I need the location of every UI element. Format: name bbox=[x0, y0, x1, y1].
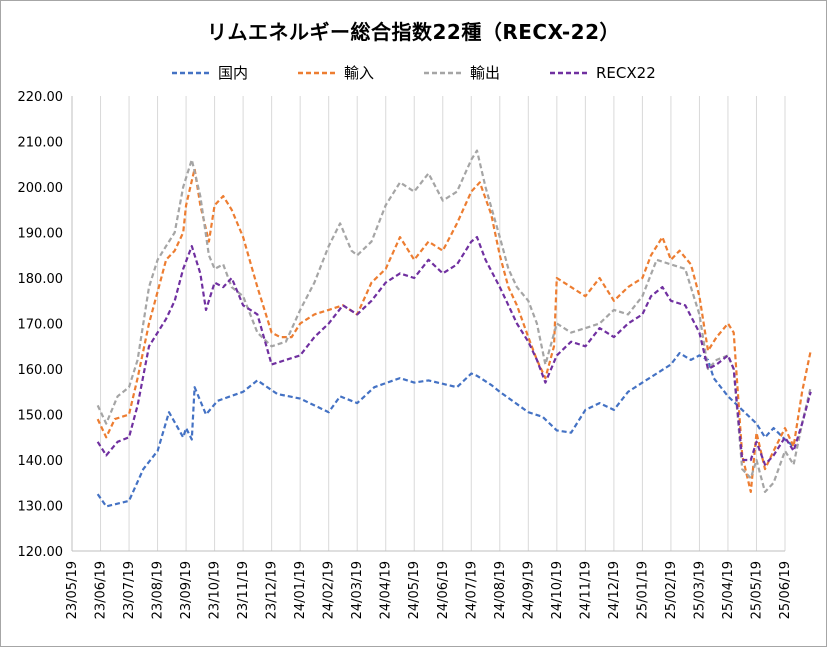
x-tick-label: 25/04/19 bbox=[721, 561, 736, 619]
x-tick-label: 25/06/19 bbox=[778, 561, 793, 619]
y-tick-label: 170.00 bbox=[18, 318, 64, 333]
y-tick-label: 120.00 bbox=[18, 545, 64, 560]
chart-title: リムエネルギー総合指数22種（RECX-22） bbox=[207, 20, 620, 44]
legend-label: 国内 bbox=[218, 64, 248, 82]
y-tick-label: 220.00 bbox=[18, 90, 64, 105]
legend-label: RECX22 bbox=[596, 64, 656, 82]
x-tick-label: 24/08/19 bbox=[493, 561, 508, 619]
x-tick-label: 23/05/19 bbox=[65, 561, 80, 619]
legend: 国内 輸入 輸出 RECX22 bbox=[172, 64, 656, 82]
y-tick-label: 210.00 bbox=[18, 136, 64, 151]
x-tick-label: 24/11/19 bbox=[578, 561, 593, 619]
x-tick-label: 25/03/19 bbox=[692, 561, 707, 619]
x-tick-label: 23/10/19 bbox=[208, 561, 223, 619]
series-line-2 bbox=[96, 167, 812, 493]
x-tick-label: 25/05/19 bbox=[749, 561, 764, 619]
grid-lines bbox=[100, 96, 786, 551]
x-tick-label: 23/12/19 bbox=[265, 561, 280, 619]
x-tick-label: 23/09/19 bbox=[179, 561, 194, 619]
y-tick-label: 160.00 bbox=[18, 363, 64, 378]
x-tick-label: 24/03/19 bbox=[350, 561, 365, 619]
y-tick-label: 140.00 bbox=[18, 454, 64, 469]
x-tick-label: 24/10/19 bbox=[550, 561, 565, 619]
x-tick-label: 23/08/19 bbox=[151, 561, 166, 619]
x-tick-label: 24/01/19 bbox=[293, 561, 308, 619]
x-tick-label: 25/02/19 bbox=[664, 561, 679, 619]
x-tick-label: 23/11/19 bbox=[236, 561, 251, 619]
y-tick-label: 130.00 bbox=[18, 500, 64, 515]
x-tick-label: 24/06/19 bbox=[436, 561, 451, 619]
y-tick-label: 200.00 bbox=[18, 181, 64, 196]
x-tick-label: 25/01/19 bbox=[635, 561, 650, 619]
series-lines bbox=[96, 149, 812, 508]
x-tick-label: 24/02/19 bbox=[322, 561, 337, 619]
axes: 120.00 130.00 140.00 150.00 160.00 170.00 180.… bbox=[18, 90, 794, 619]
y-tick-label: 150.00 bbox=[18, 409, 64, 424]
series-line-1 bbox=[96, 352, 795, 508]
legend-label: 輸入 bbox=[344, 64, 374, 82]
y-tick-label: 180.00 bbox=[18, 272, 64, 287]
x-tick-label: 23/06/19 bbox=[94, 561, 109, 619]
x-tick-label: 24/12/19 bbox=[607, 561, 622, 619]
x-tick-label: 24/07/19 bbox=[464, 561, 479, 619]
x-tick-label: 23/07/19 bbox=[122, 561, 137, 619]
x-tick-label: 24/04/19 bbox=[379, 561, 394, 619]
x-tick-label: 24/09/19 bbox=[521, 561, 536, 619]
x-tick-label: 24/05/19 bbox=[407, 561, 422, 619]
series-line-3 bbox=[96, 149, 812, 493]
y-tick-label: 190.00 bbox=[18, 227, 64, 242]
series-line-4 bbox=[96, 236, 812, 466]
legend-label: 輸出 bbox=[470, 64, 500, 82]
